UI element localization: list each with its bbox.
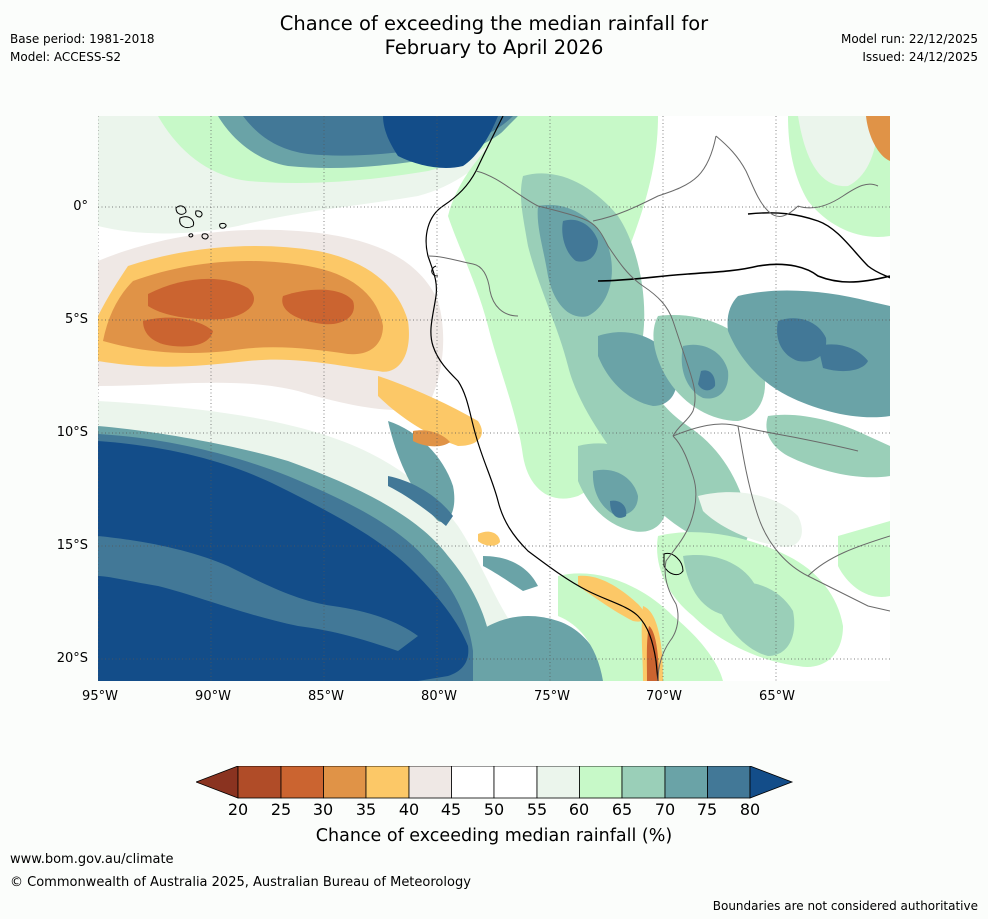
colorbar	[196, 766, 794, 799]
zone-35-40-coast	[378, 376, 482, 446]
colorbar-below-20	[196, 766, 239, 799]
river-upper	[747, 212, 890, 279]
footer-copyright: © Commonwealth of Australia 2025, Austra…	[10, 875, 471, 890]
zone-70-75-south	[473, 616, 608, 681]
colorbar-45-50	[451, 766, 495, 799]
zone-75-80-inland	[562, 219, 598, 262]
zone-70-75-coast-mid	[388, 421, 455, 522]
model-name: Model: ACCESS-S2	[10, 50, 122, 64]
zone-75-80-east-b	[818, 344, 868, 372]
colorbar-tick-40: 40	[398, 800, 420, 819]
title-line-2: February to April 2026	[384, 36, 604, 59]
zone-65-70-east-low	[766, 414, 890, 478]
colorbar-tick-80: 80	[739, 800, 761, 819]
colorbar-tick-75: 75	[696, 800, 718, 819]
colorbar-40-45	[408, 766, 452, 799]
colorbar-20-25	[237, 766, 282, 799]
lat-label-10s: 10°S	[56, 425, 88, 440]
colorbar-30-35	[323, 766, 367, 799]
map-title: Chance of exceeding the median rainfall …	[0, 12, 988, 60]
lon-label-85w: 85°W	[308, 689, 344, 704]
model-run: Model run: 22/12/2025	[840, 32, 978, 46]
zone-35-40-offshore	[478, 531, 500, 546]
colorbar-50-55	[493, 766, 538, 799]
zone-25-30-west-c	[143, 317, 213, 347]
colorbar-55-60	[536, 766, 580, 799]
colorbar-tick-35: 35	[355, 800, 377, 819]
colorbar-70-75	[664, 766, 708, 799]
colorbar-above-80	[749, 766, 794, 799]
graticule	[98, 116, 890, 681]
zone-75-80-east	[777, 318, 827, 362]
colorbar-label: Chance of exceeding median rainfall (%)	[315, 826, 673, 846]
footer-url: www.bom.gov.au/climate	[10, 852, 174, 867]
issued-date: Issued: 24/12/2025	[862, 50, 978, 64]
zone-75-80-coast-mid	[388, 476, 453, 526]
footer-disclaimer: Boundaries are not considered authoritat…	[712, 899, 978, 913]
colorbar-65-70	[621, 766, 666, 799]
colorbar-tick-45: 45	[440, 800, 462, 819]
colorbar-tick-65: 65	[611, 800, 633, 819]
lon-label-95w: 95°W	[82, 689, 118, 704]
colorbar-tick-60: 60	[568, 800, 590, 819]
lon-label-65w: 65°W	[759, 689, 795, 704]
colorbar-tick-30: 30	[312, 800, 334, 819]
zone-70-75-coast-south	[483, 556, 538, 591]
zone-55-60-ne	[798, 116, 878, 187]
zone-65-70-se	[718, 582, 795, 656]
lon-label-75w: 75°W	[534, 689, 570, 704]
header-left: Base period: 1981-2018 Model: ACCESS-S2	[10, 30, 155, 66]
lat-label-5s: 5°S	[64, 312, 88, 327]
lat-label-0: 0°	[73, 199, 88, 214]
coastline	[425, 116, 659, 681]
lon-label-70w: 70°W	[646, 689, 682, 704]
lat-label-15s: 15°S	[56, 538, 88, 553]
colorbar-tick-50: 50	[483, 800, 505, 819]
colorbar-60-65	[579, 766, 623, 799]
zone-75-80-south-inland	[610, 500, 627, 518]
colorbar-tick-70: 70	[654, 800, 676, 819]
colorbar-35-40	[365, 766, 410, 799]
zone-75-80-central	[698, 370, 716, 391]
header-right: Model run: 22/12/2025 Issued: 24/12/2025	[841, 30, 978, 66]
colorbar-tick-55: 55	[526, 800, 548, 819]
zone-25-30-chile	[646, 626, 659, 681]
lat-label-20s: 20°S	[56, 651, 88, 666]
galapagos-islands	[175, 205, 227, 240]
colorbar-25-30	[280, 766, 324, 799]
gulf-of-guayaquil	[431, 265, 439, 277]
lon-label-90w: 90°W	[195, 689, 231, 704]
zone-30-35-coast	[413, 430, 450, 447]
zone-25-30-west-b	[282, 289, 354, 325]
lake-titicaca	[663, 552, 684, 576]
zone-above-80-north	[383, 116, 498, 168]
zone-30-35-ne-corner	[866, 116, 890, 161]
colorbar-75-80	[707, 766, 751, 799]
base-period: Base period: 1981-2018	[10, 32, 155, 46]
zone-70-75-south-inland	[592, 469, 638, 516]
amazon-river	[597, 263, 890, 283]
national-boundaries	[427, 135, 890, 681]
lon-label-80w: 80°W	[421, 689, 457, 704]
zone-75-80-sw-inner	[98, 536, 418, 651]
rainfall-probability-map	[98, 116, 890, 681]
title-line-1: Chance of exceeding the median rainfall …	[279, 12, 709, 35]
colorbar-tick-25: 25	[270, 800, 292, 819]
zone-35-40-peru	[578, 575, 646, 622]
zone-25-30-west-a	[148, 278, 254, 320]
colorbar-tick-20: 20	[227, 800, 249, 819]
